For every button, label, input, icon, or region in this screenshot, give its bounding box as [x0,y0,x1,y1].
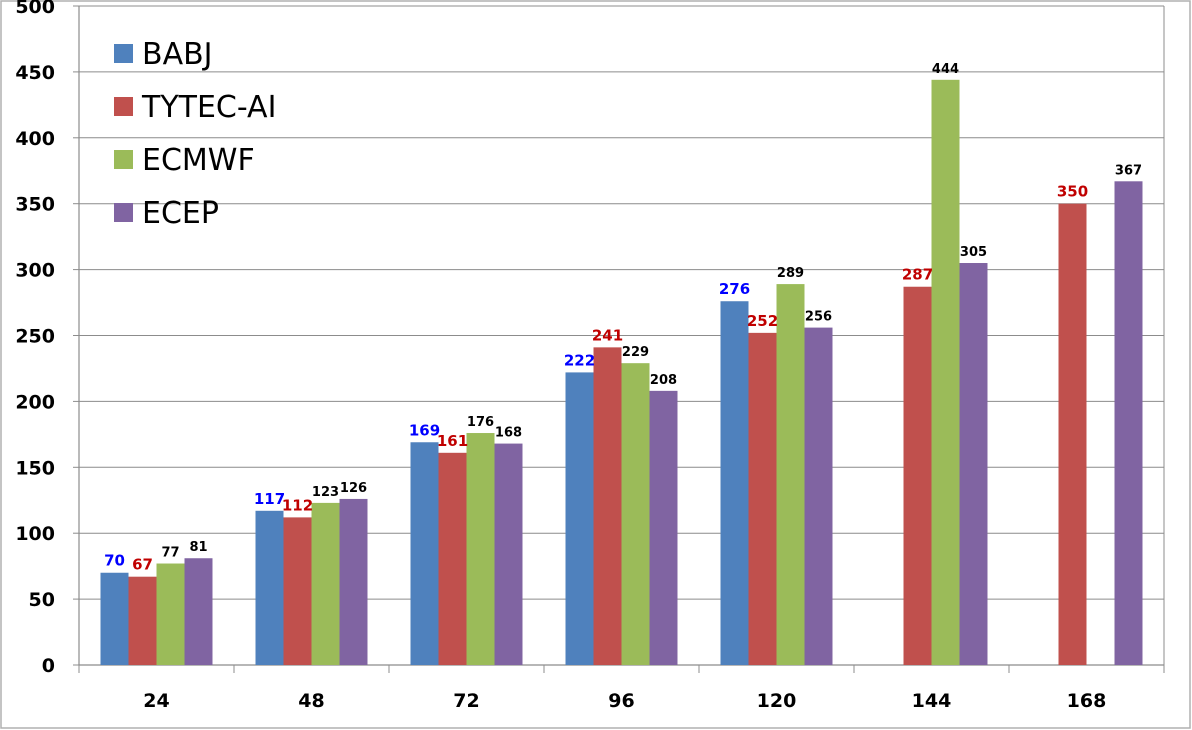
y-tick-label: 0 [42,655,55,677]
x-tick-label: 24 [143,690,169,712]
data-label: 176 [467,415,494,430]
bar-ecep [184,558,213,665]
bar-tytec-ai [903,286,932,665]
y-tick-label: 450 [15,62,55,84]
legend-swatch [114,203,133,222]
bar-ecmwf [466,433,495,665]
data-label: 252 [747,312,778,330]
data-label: 229 [622,345,649,360]
y-tick-label: 300 [15,260,55,282]
bar-ecep [804,327,833,665]
legend-label: BABJ [142,37,213,72]
legend-swatch [114,44,133,63]
x-tick-label: 120 [757,690,797,712]
data-label: 112 [282,496,313,514]
x-tick-label: 72 [453,690,479,712]
bar-ecmwf [311,502,340,665]
legend-label: ECEP [142,196,219,231]
data-label: 126 [340,481,367,496]
bar-ecep [339,498,368,665]
bar-babj [720,301,749,665]
data-label: 289 [777,266,804,281]
y-tick-label: 200 [15,391,55,413]
data-label: 117 [254,490,285,508]
data-label: 350 [1057,183,1088,201]
data-label: 169 [409,421,440,439]
y-tick-label: 350 [15,194,55,216]
legend-swatch [114,97,133,116]
bar-babj [255,510,284,665]
bar-tytec-ai [1058,203,1087,665]
x-tick-label: 168 [1067,690,1107,712]
legend-label: TYTEC-AI [141,90,276,125]
bar-ecep [959,263,988,665]
bar-ecmwf [621,363,650,665]
legend-label: ECMWF [142,143,255,178]
data-label: 81 [189,540,207,555]
data-label: 444 [932,62,959,77]
data-label: 161 [437,432,468,450]
bar-tytec-ai [748,332,777,665]
bar-ecep [649,390,678,665]
y-tick-label: 50 [29,589,55,611]
bar-babj [565,372,594,665]
bar-babj [410,442,439,665]
data-label: 305 [960,245,987,260]
data-label: 287 [902,266,933,284]
bar-tytec-ai [593,347,622,665]
legend-swatch [114,150,133,169]
data-label: 222 [564,351,595,369]
y-tick-label: 400 [15,128,55,150]
data-label: 367 [1115,163,1142,178]
bar-tytec-ai [128,576,157,665]
bar-ecep [494,443,523,665]
x-tick-label: 96 [608,690,634,712]
data-label: 70 [104,552,125,570]
data-label: 256 [805,310,832,325]
data-label: 208 [650,373,677,388]
bar-ecmwf [931,79,960,666]
data-label: 168 [495,426,522,441]
y-tick-label: 100 [15,523,55,545]
bar-tytec-ai [283,517,312,665]
bar-ecmwf [156,563,185,665]
y-tick-label: 500 [15,0,55,18]
x-tick-label: 48 [298,690,324,712]
data-label: 77 [161,546,179,561]
data-label: 276 [719,280,750,298]
y-tick-label: 250 [15,326,55,348]
data-label: 241 [592,326,623,344]
y-tick-label: 150 [15,457,55,479]
bar-babj [100,572,129,665]
data-label: 67 [132,556,153,574]
data-label: 123 [312,485,339,500]
bar-ecep [1114,181,1143,665]
bar-ecmwf [776,284,805,665]
x-tick-label: 144 [912,690,952,712]
bar-tytec-ai [438,452,467,665]
